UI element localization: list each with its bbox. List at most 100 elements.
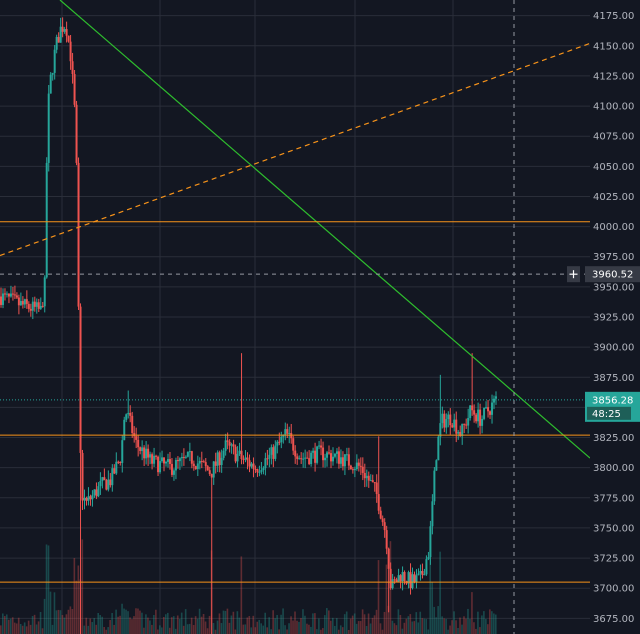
candle-body xyxy=(172,470,175,475)
volume-bar xyxy=(455,620,457,634)
candle-body xyxy=(43,277,46,307)
price-axis-background[interactable] xyxy=(590,0,640,634)
volume-bar xyxy=(411,621,414,634)
candle-body xyxy=(51,72,54,75)
candle-body xyxy=(363,472,366,479)
drawing-tools[interactable] xyxy=(0,0,591,583)
volume-bar xyxy=(133,616,135,634)
y-tick-label: 4075.00 xyxy=(593,132,634,143)
candle-body xyxy=(341,457,344,467)
candle-body xyxy=(7,293,10,297)
volume-bar xyxy=(103,627,105,634)
volume-bar xyxy=(190,617,193,634)
volume-bar xyxy=(65,614,68,634)
candle-body xyxy=(266,458,269,460)
volume-bar xyxy=(429,548,431,634)
candle-body xyxy=(401,572,404,582)
volume-bar xyxy=(300,618,302,634)
candle-body xyxy=(71,61,74,75)
volume-bar xyxy=(244,624,247,634)
candle-body xyxy=(186,451,189,457)
candle-body xyxy=(385,530,388,549)
candle-body xyxy=(157,456,160,473)
volume-bar xyxy=(413,621,416,634)
volume-bar xyxy=(107,627,109,634)
candle-body xyxy=(196,463,199,470)
volume-bar xyxy=(194,616,197,634)
candle-body xyxy=(61,26,64,32)
volume-bar xyxy=(294,611,296,634)
volume-bar xyxy=(236,611,239,634)
candle-body xyxy=(387,548,390,569)
candle-body xyxy=(389,568,392,589)
volume-bar xyxy=(286,629,288,634)
candle-body xyxy=(31,301,34,311)
volume-bar xyxy=(230,615,233,634)
volume-bar xyxy=(93,618,96,634)
candle-body xyxy=(23,299,26,305)
volume-bar xyxy=(226,608,229,634)
volume-bar xyxy=(318,618,320,634)
candle-body xyxy=(214,461,217,466)
volume-bar xyxy=(324,615,326,634)
volume-bar xyxy=(33,614,36,634)
volume-bar xyxy=(232,611,235,634)
volume-bar xyxy=(345,611,348,634)
volume-bar xyxy=(453,611,455,634)
candle-body xyxy=(182,456,185,458)
volume-bar xyxy=(7,619,10,634)
candle-body xyxy=(439,423,442,437)
trendline[interactable] xyxy=(59,0,591,459)
volume-bar xyxy=(367,613,370,634)
volume-bar xyxy=(220,623,223,634)
candle-body xyxy=(359,465,362,467)
candle-body xyxy=(345,454,348,456)
candle-body xyxy=(85,497,88,501)
candle-body xyxy=(264,458,267,469)
candle-body xyxy=(483,407,486,419)
volume-bar xyxy=(393,623,396,634)
volume-bar xyxy=(443,618,445,634)
volume-bar xyxy=(417,622,420,634)
candle-body xyxy=(178,458,181,462)
candle-body xyxy=(475,414,478,422)
volume-bar xyxy=(385,564,388,634)
candle-body xyxy=(95,489,98,497)
volume-bar xyxy=(405,618,408,634)
candle-body xyxy=(13,294,16,296)
volume-bar xyxy=(419,611,422,634)
volume-bar xyxy=(21,625,24,634)
volume-bar xyxy=(192,625,195,634)
candle-body xyxy=(153,455,156,464)
volume-bar xyxy=(242,624,245,634)
volume-bar xyxy=(282,608,284,634)
candle-body xyxy=(419,570,422,574)
candle-body xyxy=(59,26,62,43)
price-axis[interactable]: 4175.00 4150.00 4125.00 4100.00 4075.00 4050.… xyxy=(590,0,640,634)
candle-body xyxy=(333,453,336,457)
candle-body xyxy=(373,482,376,484)
volume-bar xyxy=(109,619,111,634)
volume-bar xyxy=(198,608,201,634)
volume-bar xyxy=(483,611,485,634)
volume-bar xyxy=(339,625,342,634)
volume-bar xyxy=(270,629,272,634)
candle-body xyxy=(29,308,32,311)
candle-body xyxy=(218,452,221,466)
candle-body xyxy=(206,466,209,471)
volume-bar xyxy=(306,623,308,634)
volume-bar xyxy=(222,610,225,634)
volume-bar xyxy=(188,623,191,634)
candle-body xyxy=(135,436,138,440)
dashed-trendline[interactable] xyxy=(0,42,591,257)
volume-bar xyxy=(449,625,451,634)
candle-body xyxy=(216,452,219,466)
candle-body xyxy=(278,441,281,443)
candle-body xyxy=(260,470,263,472)
candle-body xyxy=(449,414,452,426)
volume-bar xyxy=(369,623,372,634)
volume-bar xyxy=(75,580,78,634)
volume-bar xyxy=(182,625,185,634)
candle-body xyxy=(286,429,289,434)
